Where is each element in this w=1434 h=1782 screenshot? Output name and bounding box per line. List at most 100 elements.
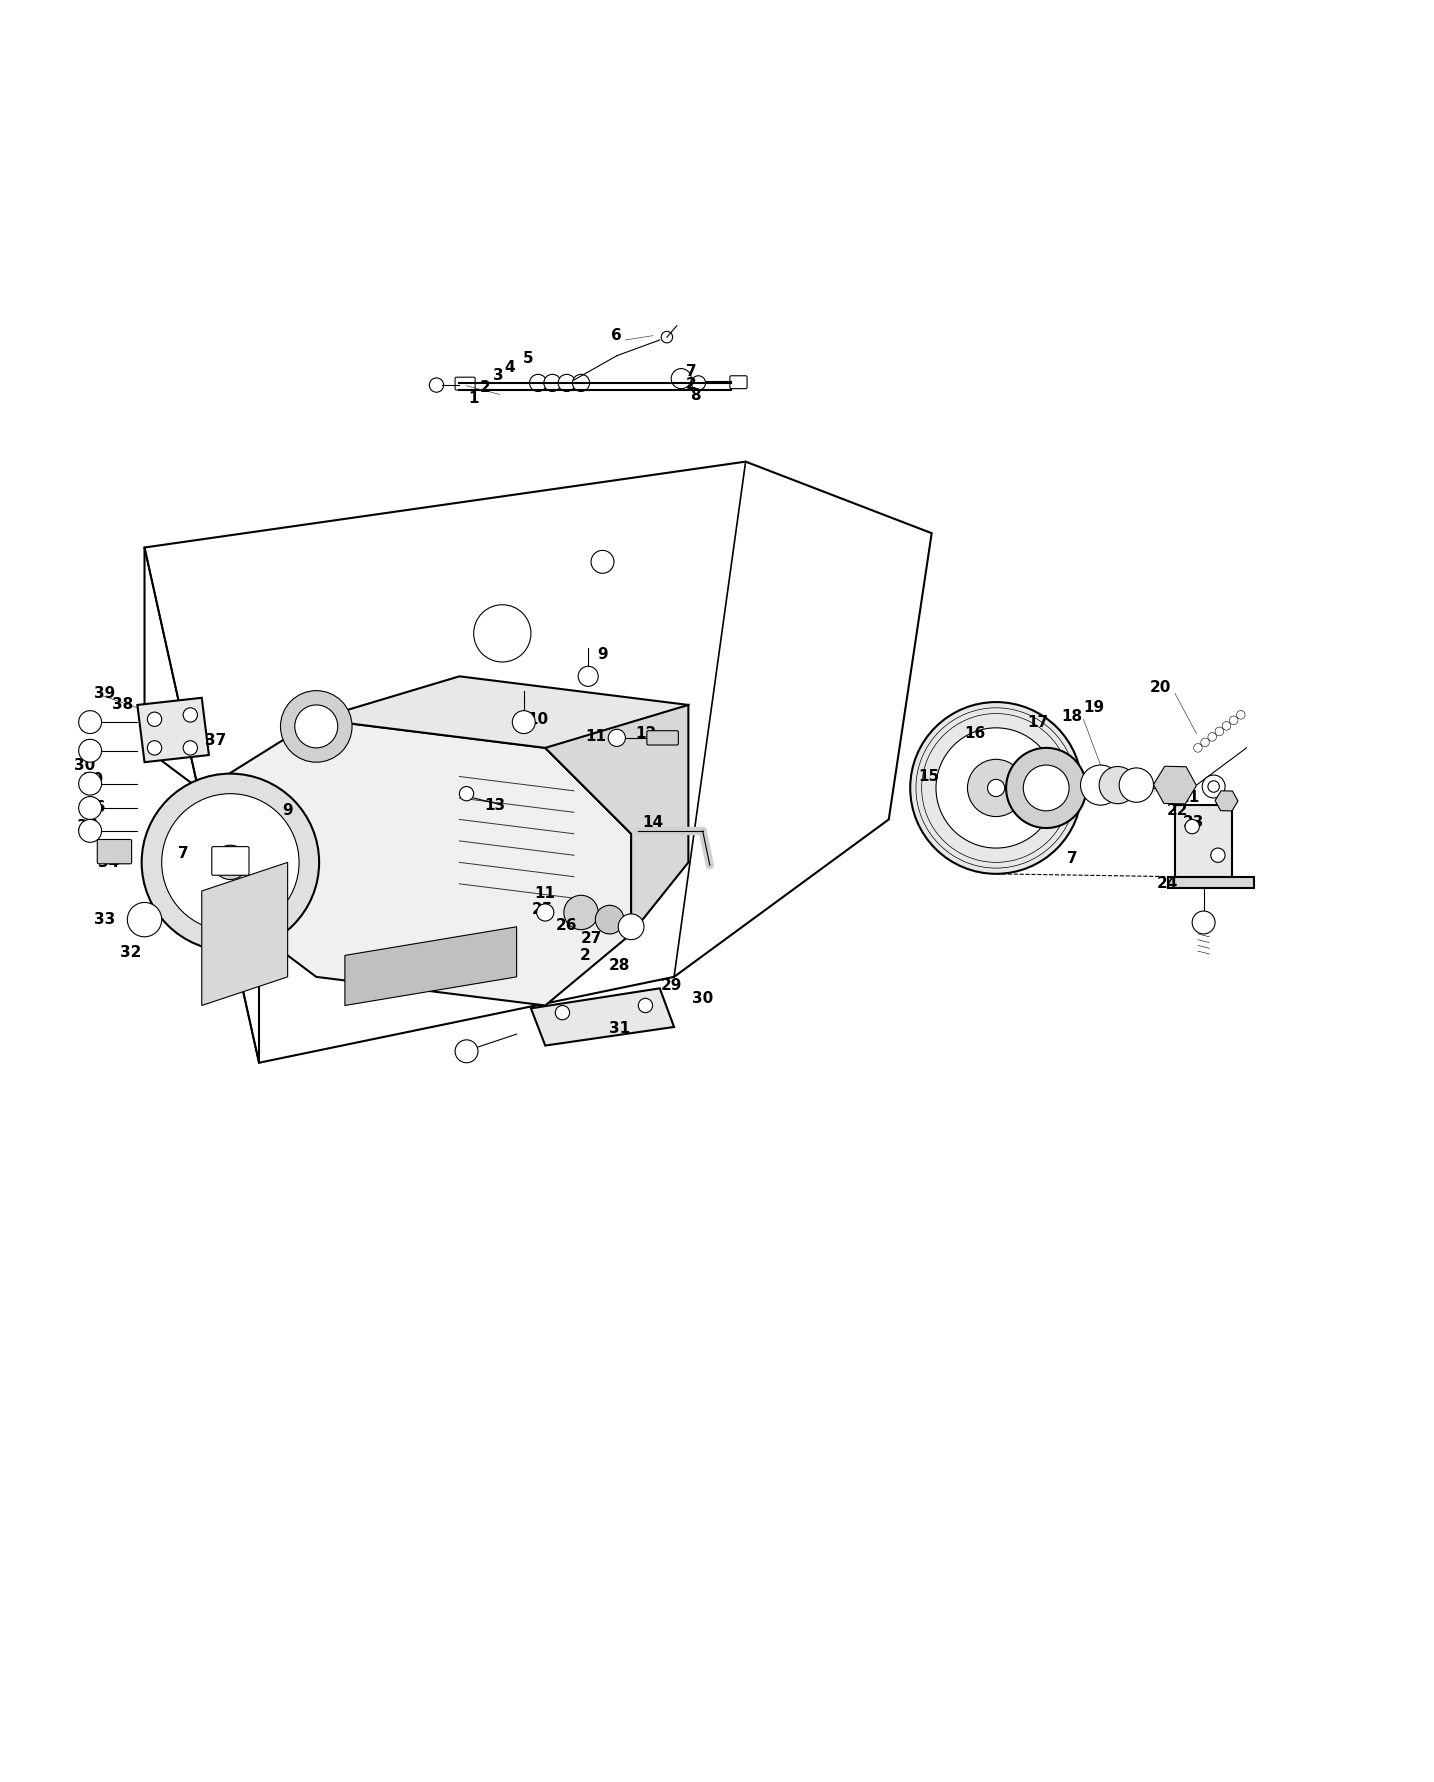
Circle shape bbox=[295, 706, 338, 748]
Circle shape bbox=[608, 729, 625, 747]
Circle shape bbox=[911, 702, 1083, 873]
Text: 7: 7 bbox=[178, 846, 188, 861]
Text: 11: 11 bbox=[585, 729, 605, 743]
Circle shape bbox=[671, 369, 691, 388]
Circle shape bbox=[618, 914, 644, 939]
Circle shape bbox=[691, 376, 706, 390]
Circle shape bbox=[558, 374, 575, 392]
Text: 11: 11 bbox=[535, 886, 556, 902]
Text: 20: 20 bbox=[1150, 681, 1172, 695]
Circle shape bbox=[186, 857, 204, 873]
Text: 27: 27 bbox=[581, 930, 602, 946]
Text: 7: 7 bbox=[1067, 850, 1077, 866]
Circle shape bbox=[184, 741, 198, 756]
Circle shape bbox=[1119, 768, 1153, 802]
Polygon shape bbox=[545, 706, 688, 934]
Text: 39: 39 bbox=[93, 686, 115, 700]
Circle shape bbox=[142, 773, 320, 952]
Text: 3: 3 bbox=[493, 369, 503, 383]
Text: 31: 31 bbox=[609, 1021, 630, 1035]
Text: 10: 10 bbox=[528, 711, 549, 727]
Text: 21: 21 bbox=[1179, 791, 1200, 805]
Text: 7: 7 bbox=[469, 1048, 479, 1064]
Circle shape bbox=[1098, 766, 1136, 804]
Text: 30: 30 bbox=[73, 757, 95, 773]
Circle shape bbox=[473, 604, 531, 661]
Circle shape bbox=[661, 331, 673, 342]
Circle shape bbox=[936, 727, 1057, 848]
Text: 29: 29 bbox=[82, 772, 103, 788]
Polygon shape bbox=[202, 862, 288, 1005]
Text: 16: 16 bbox=[964, 725, 985, 741]
Text: 5: 5 bbox=[523, 351, 533, 365]
Text: 29: 29 bbox=[661, 978, 683, 993]
Circle shape bbox=[591, 551, 614, 574]
Circle shape bbox=[79, 797, 102, 820]
Circle shape bbox=[638, 998, 652, 1012]
Circle shape bbox=[543, 374, 561, 392]
Text: 18: 18 bbox=[1061, 709, 1083, 723]
Text: 38: 38 bbox=[112, 697, 133, 713]
Text: 6: 6 bbox=[611, 328, 622, 344]
FancyBboxPatch shape bbox=[98, 839, 132, 864]
Circle shape bbox=[1007, 748, 1087, 829]
Text: 8: 8 bbox=[690, 388, 701, 403]
Circle shape bbox=[1202, 775, 1225, 798]
Text: 33: 33 bbox=[93, 912, 115, 927]
Text: 26: 26 bbox=[556, 918, 578, 932]
Text: 30: 30 bbox=[693, 991, 713, 1005]
Text: 19: 19 bbox=[1083, 700, 1104, 715]
FancyBboxPatch shape bbox=[212, 846, 250, 875]
FancyBboxPatch shape bbox=[647, 731, 678, 745]
Circle shape bbox=[529, 374, 546, 392]
Polygon shape bbox=[459, 805, 617, 920]
Circle shape bbox=[128, 902, 162, 937]
Text: 17: 17 bbox=[1027, 715, 1048, 729]
Text: 37: 37 bbox=[205, 732, 227, 748]
FancyBboxPatch shape bbox=[730, 376, 747, 388]
Text: 25: 25 bbox=[532, 902, 554, 918]
Text: 9: 9 bbox=[282, 804, 293, 818]
Text: 7: 7 bbox=[685, 364, 697, 380]
Circle shape bbox=[1192, 911, 1215, 934]
Text: 28: 28 bbox=[609, 959, 631, 973]
Circle shape bbox=[455, 1041, 478, 1062]
Polygon shape bbox=[1167, 877, 1253, 887]
Polygon shape bbox=[1174, 805, 1232, 877]
Circle shape bbox=[968, 759, 1025, 816]
Circle shape bbox=[79, 772, 102, 795]
Polygon shape bbox=[138, 699, 209, 763]
Circle shape bbox=[578, 666, 598, 686]
Circle shape bbox=[555, 1005, 569, 1019]
Circle shape bbox=[536, 903, 554, 921]
Text: 34: 34 bbox=[98, 855, 119, 870]
Circle shape bbox=[162, 793, 300, 930]
Text: 36: 36 bbox=[83, 800, 105, 816]
Circle shape bbox=[148, 713, 162, 727]
Text: 24: 24 bbox=[1157, 877, 1179, 891]
Text: 9: 9 bbox=[597, 647, 608, 663]
Circle shape bbox=[459, 786, 473, 800]
Text: 32: 32 bbox=[119, 944, 141, 960]
Circle shape bbox=[79, 740, 102, 763]
Text: 2: 2 bbox=[685, 376, 697, 392]
Text: 14: 14 bbox=[642, 814, 663, 830]
Circle shape bbox=[1210, 848, 1225, 862]
Circle shape bbox=[572, 374, 589, 392]
Circle shape bbox=[1081, 764, 1120, 805]
Text: 2: 2 bbox=[480, 380, 490, 394]
Text: 13: 13 bbox=[485, 798, 506, 813]
Circle shape bbox=[988, 779, 1005, 797]
Circle shape bbox=[512, 711, 535, 734]
Text: 7: 7 bbox=[1167, 770, 1177, 784]
Circle shape bbox=[281, 691, 351, 763]
Circle shape bbox=[184, 707, 198, 722]
Text: 1: 1 bbox=[469, 392, 479, 406]
Circle shape bbox=[148, 741, 162, 756]
Text: 1: 1 bbox=[79, 718, 90, 734]
Circle shape bbox=[429, 378, 443, 392]
Circle shape bbox=[564, 895, 598, 930]
Text: 2: 2 bbox=[579, 948, 591, 962]
Circle shape bbox=[1207, 781, 1219, 793]
Polygon shape bbox=[317, 677, 688, 834]
